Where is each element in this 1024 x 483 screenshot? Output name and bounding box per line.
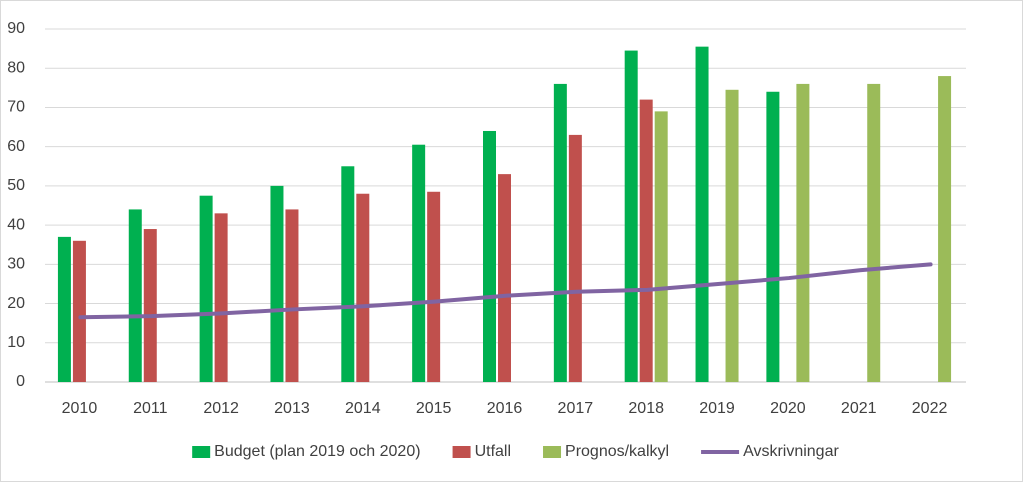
x-tick-label: 2010 — [62, 400, 98, 417]
bar — [427, 191, 441, 382]
bar — [725, 89, 739, 383]
x-tick-label: 2015 — [416, 400, 452, 417]
bar — [695, 46, 709, 383]
x-tick-label: 2018 — [628, 400, 664, 417]
legend-label: Budget (plan 2019 och 2020) — [214, 443, 420, 460]
bar — [568, 134, 582, 382]
y-tick-label: 10 — [7, 334, 25, 351]
bar — [285, 209, 299, 382]
y-tick-label: 0 — [16, 373, 25, 390]
legend-swatch — [543, 446, 562, 458]
bar — [214, 213, 228, 382]
line — [78, 262, 933, 320]
y-tick-label: 30 — [7, 256, 25, 273]
legend-swatch — [192, 446, 211, 458]
legend-swatch — [452, 446, 471, 458]
y-tick-label: 20 — [7, 295, 25, 312]
legend-label: Prognos/kalkyl — [565, 443, 669, 460]
x-tick-label: 2017 — [558, 400, 594, 417]
bar — [938, 76, 952, 383]
bar — [270, 185, 284, 382]
bar — [766, 91, 780, 382]
y-tick-label: 80 — [7, 59, 25, 76]
bar — [654, 111, 668, 382]
x-tick-label: 2011 — [133, 400, 168, 417]
x-tick-label: 2013 — [274, 400, 310, 417]
bar — [483, 130, 496, 382]
y-tick-label: 60 — [7, 138, 25, 155]
bar — [128, 209, 142, 382]
x-tick-label: 2021 — [841, 400, 877, 417]
bar — [639, 99, 653, 382]
x-tick-label: 2016 — [487, 400, 523, 417]
x-tick-label: 2020 — [770, 400, 806, 417]
bar — [57, 236, 71, 382]
bar — [867, 83, 881, 383]
bar — [498, 174, 511, 382]
y-tick-label: 50 — [7, 177, 25, 194]
bar — [624, 50, 638, 382]
x-tick-label: 2012 — [203, 400, 239, 417]
y-tick-label: 90 — [7, 20, 25, 37]
bar — [199, 195, 213, 382]
bar — [796, 83, 810, 383]
bar — [72, 240, 86, 382]
x-tick-label: 2014 — [345, 400, 381, 417]
x-tick-label: 2022 — [912, 400, 948, 417]
x-tick-label: 2019 — [699, 400, 735, 417]
bar — [412, 144, 426, 382]
bar — [143, 229, 157, 382]
bar — [356, 193, 370, 382]
legend-label: Avskrivningar — [743, 443, 839, 460]
y-tick-label: 40 — [7, 216, 25, 233]
legend-label: Utfall — [475, 443, 511, 460]
bar — [341, 166, 355, 382]
y-tick-label: 70 — [7, 99, 25, 116]
bar — [553, 83, 567, 383]
